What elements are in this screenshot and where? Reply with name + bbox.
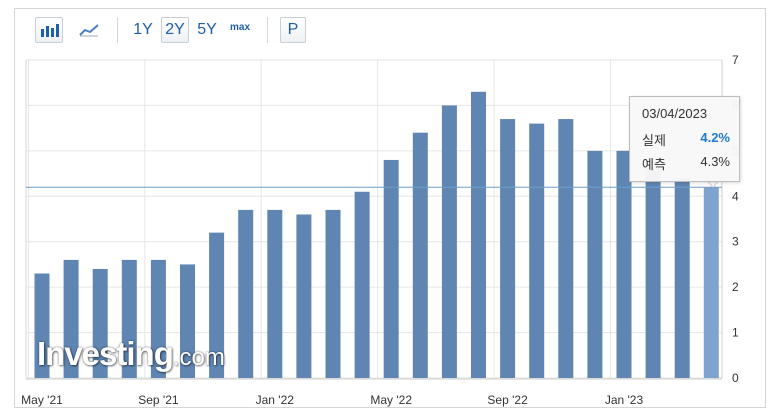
bar[interactable] bbox=[645, 169, 661, 378]
tooltip-actual-value: 4.2% bbox=[700, 130, 730, 145]
x-tick-label: May '22 bbox=[370, 393, 412, 407]
y-tick-label: 3 bbox=[732, 235, 739, 249]
y-tick-label: 1 bbox=[732, 326, 739, 340]
watermark-brand: Investing bbox=[37, 335, 174, 372]
bar[interactable] bbox=[674, 178, 690, 378]
toolbar-separator bbox=[117, 17, 118, 43]
x-tick-label: May '21 bbox=[21, 393, 63, 407]
bar[interactable] bbox=[500, 119, 516, 379]
y-tick-label: 0 bbox=[732, 371, 739, 385]
bar[interactable] bbox=[587, 150, 603, 378]
tooltip-date: 03/04/2023 bbox=[642, 106, 708, 121]
x-tick-label: Jan '22 bbox=[256, 393, 295, 407]
bar[interactable] bbox=[354, 191, 370, 378]
bar[interactable] bbox=[296, 214, 312, 378]
tooltip-forecast-label: 예측 bbox=[642, 157, 666, 172]
bar[interactable] bbox=[150, 259, 166, 378]
y-tick-label: 7 bbox=[732, 53, 739, 67]
bar[interactable] bbox=[34, 273, 50, 378]
tooltip-forecast-value: 4.3% bbox=[700, 154, 730, 169]
y-tick-label: 4 bbox=[732, 189, 739, 203]
bar[interactable] bbox=[383, 159, 399, 378]
bar-chart-button[interactable] bbox=[35, 17, 63, 43]
range-5y-button[interactable]: 5Y bbox=[197, 21, 217, 38]
bar[interactable] bbox=[209, 232, 225, 378]
bar[interactable] bbox=[121, 259, 137, 378]
p-button[interactable]: P bbox=[280, 17, 306, 43]
bar[interactable] bbox=[92, 268, 108, 378]
bar[interactable] bbox=[558, 119, 574, 379]
watermark-suffix: .com bbox=[172, 344, 225, 371]
line-chart-icon bbox=[79, 24, 99, 37]
bar[interactable] bbox=[325, 209, 341, 378]
x-tick-label: Jan '23 bbox=[605, 393, 644, 407]
bar[interactable] bbox=[267, 209, 283, 378]
bar[interactable] bbox=[616, 150, 632, 378]
bar[interactable] bbox=[703, 187, 719, 378]
x-tick-label: Sep '21 bbox=[138, 393, 179, 407]
bar[interactable] bbox=[412, 132, 428, 378]
x-tick-label: Sep '22 bbox=[487, 393, 528, 407]
bar[interactable] bbox=[63, 259, 79, 378]
tooltip-actual-label: 실제 bbox=[642, 133, 666, 148]
range-1y-button[interactable]: 1Y bbox=[133, 21, 153, 38]
tooltip-pointer-inner bbox=[708, 181, 718, 187]
range-2y-button[interactable]: 2Y bbox=[161, 17, 189, 43]
line-chart-button[interactable] bbox=[75, 17, 103, 43]
bar[interactable] bbox=[238, 209, 254, 378]
range-max-button[interactable]: max bbox=[230, 22, 251, 33]
bar[interactable] bbox=[180, 264, 195, 378]
bar[interactable] bbox=[441, 105, 457, 378]
y-tick-label: 2 bbox=[732, 280, 739, 294]
data-tooltip: 03/04/2023 실제 4.2% 예측 4.3% bbox=[629, 96, 740, 182]
toolbar-separator bbox=[267, 17, 268, 43]
bar[interactable] bbox=[471, 91, 486, 379]
chart-toolbar: 1Y 2Y 5Y max P bbox=[15, 9, 765, 49]
bar-chart-icon bbox=[41, 24, 59, 37]
bar[interactable] bbox=[529, 123, 545, 378]
investing-watermark: Investing.com bbox=[37, 335, 225, 375]
